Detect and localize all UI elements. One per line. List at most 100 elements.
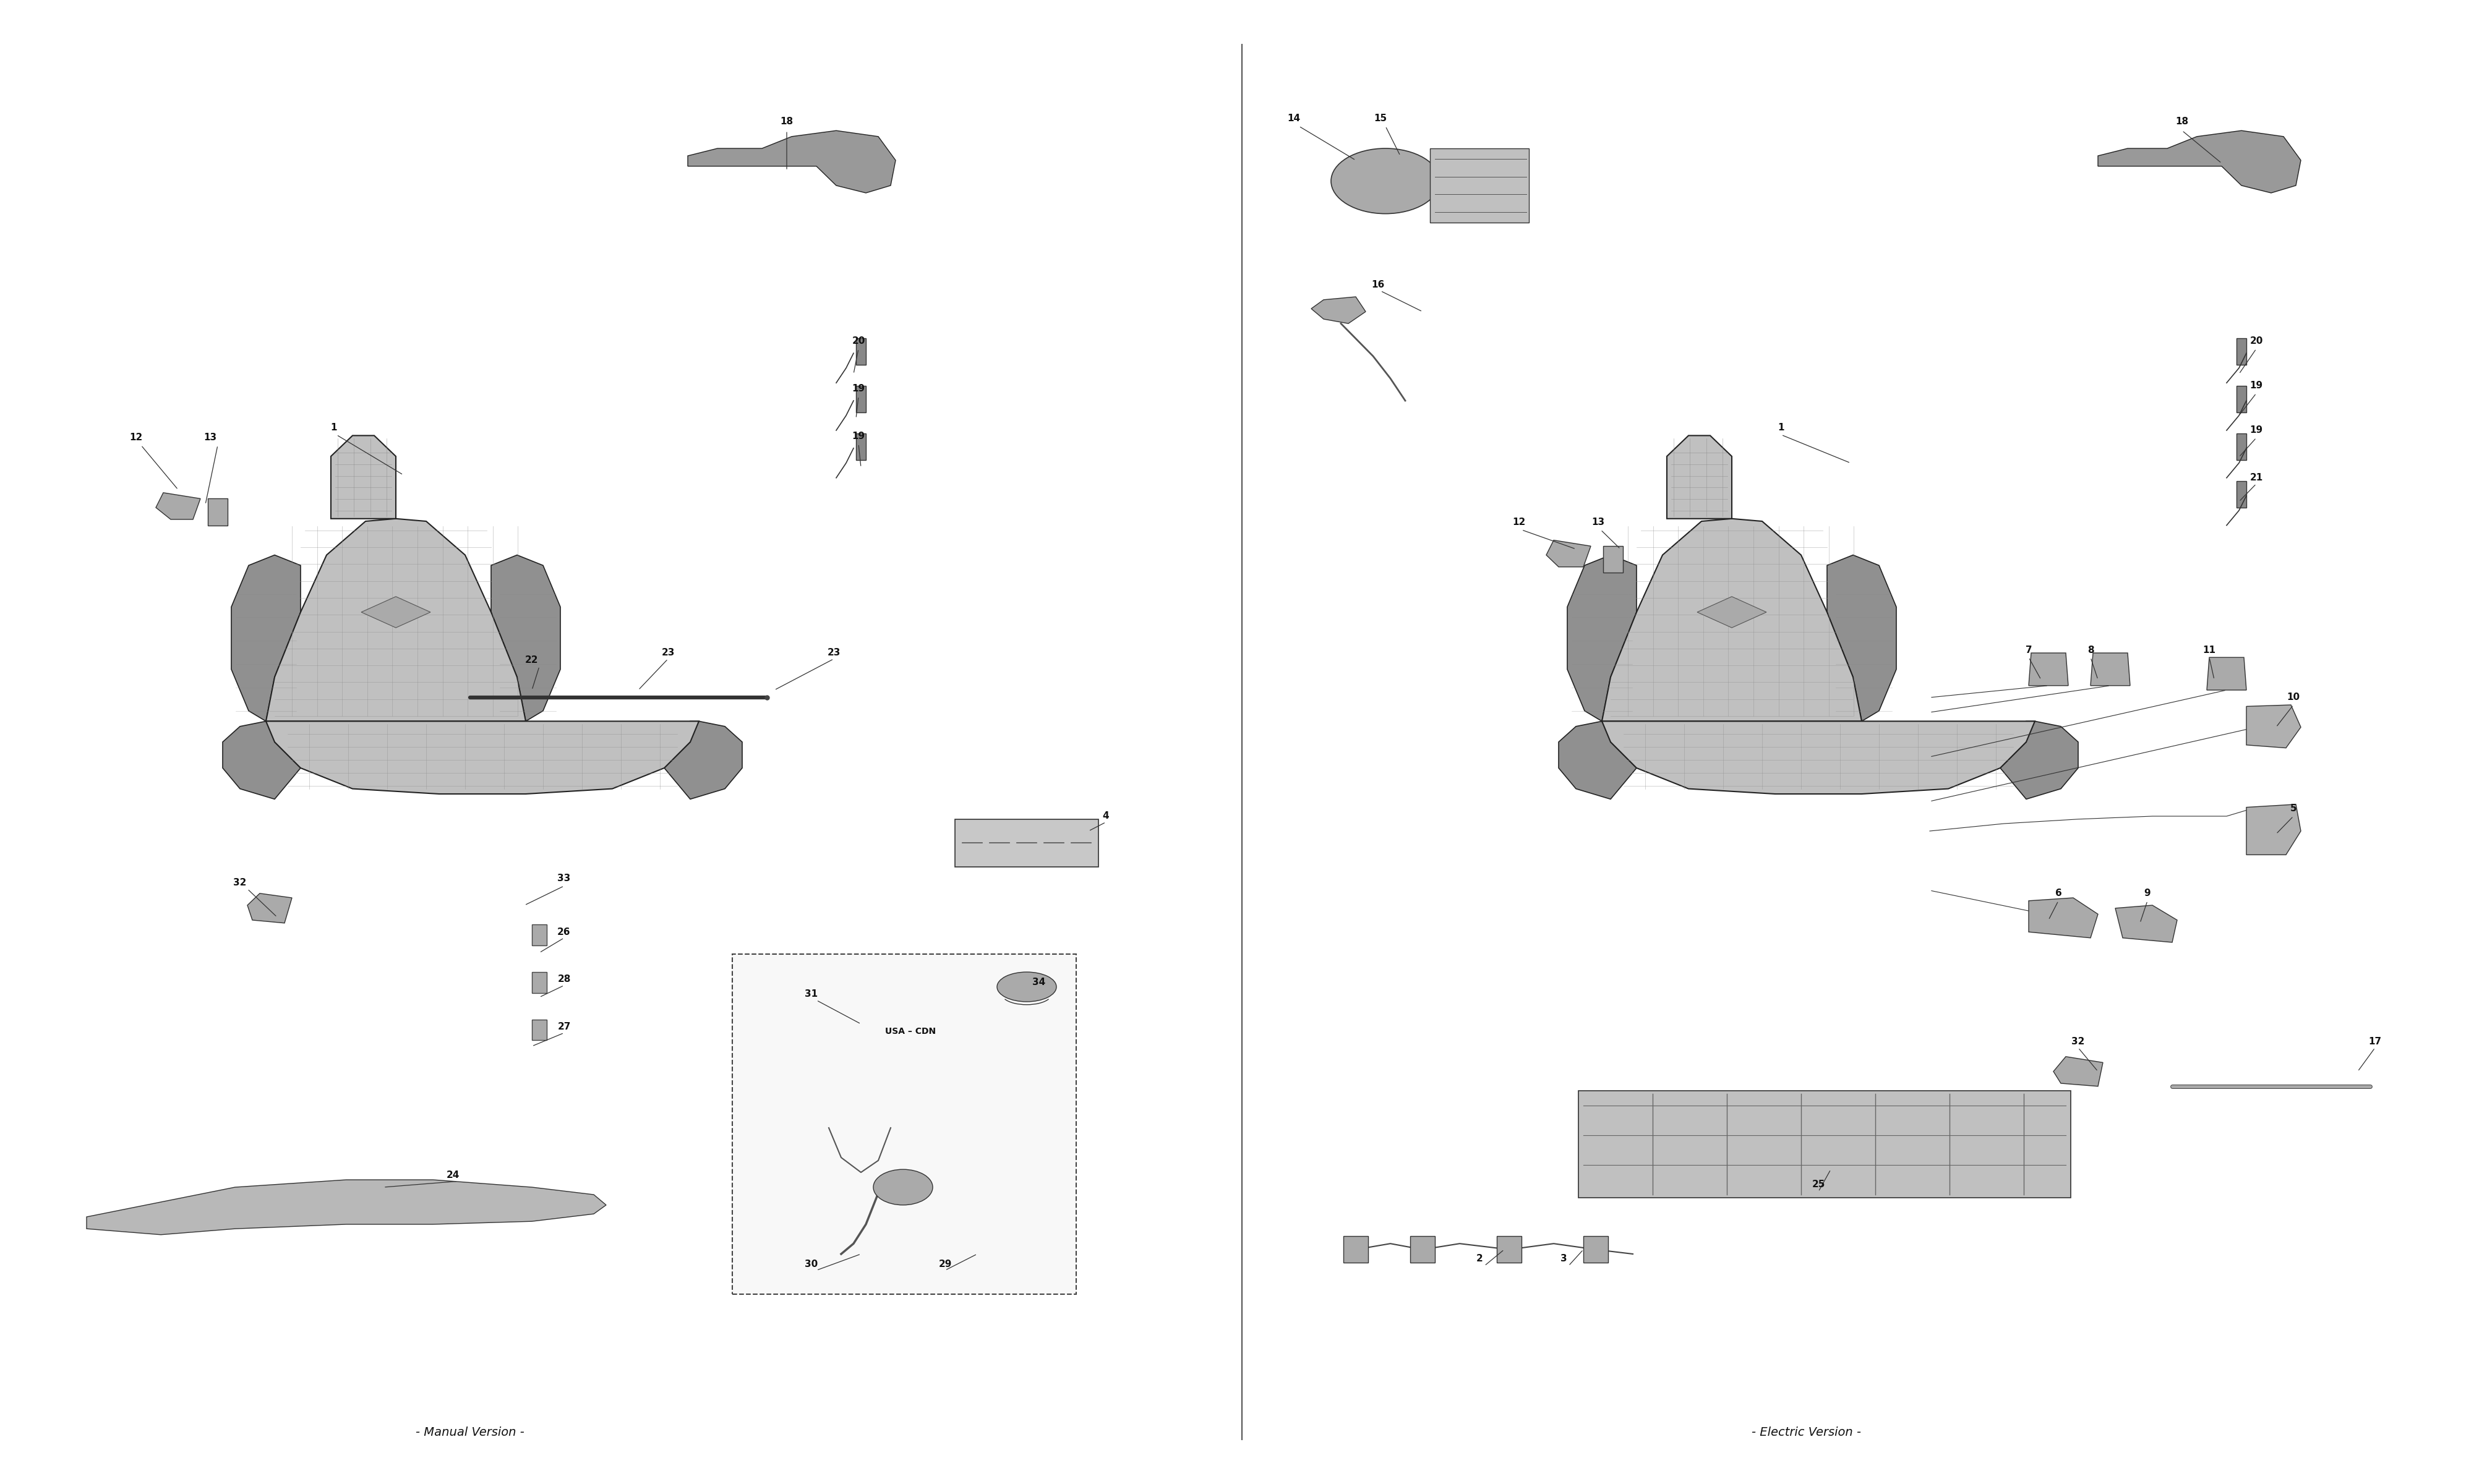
- Bar: [532, 1020, 547, 1040]
- Text: 2: 2: [1477, 1254, 1482, 1263]
- Bar: [955, 819, 1098, 867]
- Polygon shape: [1546, 540, 1591, 567]
- Polygon shape: [2098, 131, 2301, 193]
- Bar: [1410, 1236, 1435, 1263]
- Polygon shape: [2091, 653, 2130, 686]
- Polygon shape: [1603, 721, 2034, 794]
- Text: 4: 4: [1103, 812, 1108, 821]
- Text: 23: 23: [826, 649, 841, 657]
- Text: 19: 19: [2249, 426, 2264, 435]
- Ellipse shape: [997, 972, 1056, 1002]
- Text: 7: 7: [2026, 646, 2031, 654]
- Text: USA – CDN: USA – CDN: [886, 1027, 935, 1036]
- Text: 15: 15: [1373, 114, 1388, 123]
- Polygon shape: [2029, 898, 2098, 938]
- Text: 22: 22: [524, 656, 539, 665]
- Polygon shape: [2053, 1057, 2103, 1086]
- Text: 1: 1: [1779, 423, 1784, 432]
- Text: 27: 27: [557, 1022, 571, 1031]
- Polygon shape: [1826, 555, 1898, 721]
- Bar: [208, 499, 228, 525]
- Polygon shape: [2246, 804, 2301, 855]
- Text: 10: 10: [2286, 693, 2301, 702]
- Text: 13: 13: [1591, 518, 1606, 527]
- Text: 32: 32: [233, 879, 247, 887]
- Text: 24: 24: [445, 1171, 460, 1180]
- Text: 30: 30: [804, 1260, 819, 1269]
- Polygon shape: [490, 555, 559, 721]
- Text: - Electric Version -: - Electric Version -: [1752, 1426, 1860, 1438]
- Text: 8: 8: [2088, 646, 2093, 654]
- Polygon shape: [156, 493, 200, 519]
- Text: 6: 6: [2056, 889, 2061, 898]
- Text: 12: 12: [1512, 518, 1526, 527]
- Polygon shape: [1569, 555, 1638, 721]
- Polygon shape: [233, 555, 302, 721]
- Text: 18: 18: [2175, 117, 2189, 126]
- Text: 31: 31: [804, 990, 819, 999]
- Bar: [1603, 546, 1623, 573]
- Text: 13: 13: [203, 433, 218, 442]
- Text: 19: 19: [2249, 381, 2264, 390]
- Text: 20: 20: [2249, 337, 2264, 346]
- Text: 11: 11: [2202, 646, 2217, 654]
- Bar: [2236, 338, 2246, 365]
- Text: 20: 20: [851, 337, 866, 346]
- Bar: [2236, 386, 2246, 413]
- Text: 16: 16: [1371, 280, 1385, 289]
- Polygon shape: [2029, 653, 2068, 686]
- Bar: [1430, 148, 1529, 223]
- Text: 33: 33: [557, 874, 571, 883]
- Polygon shape: [688, 131, 896, 193]
- Polygon shape: [361, 597, 430, 628]
- Text: 21: 21: [2249, 473, 2264, 482]
- Polygon shape: [2115, 905, 2177, 942]
- Bar: [2236, 481, 2246, 508]
- Bar: [856, 338, 866, 365]
- Text: 32: 32: [2071, 1037, 2086, 1046]
- Text: 19: 19: [851, 384, 866, 393]
- Bar: [856, 433, 866, 460]
- Polygon shape: [1667, 435, 1732, 519]
- Text: 12: 12: [129, 433, 143, 442]
- Text: 3: 3: [1561, 1254, 1566, 1263]
- Text: 5: 5: [2291, 804, 2296, 813]
- Polygon shape: [2207, 657, 2246, 690]
- Polygon shape: [1311, 297, 1366, 324]
- Bar: [532, 925, 547, 945]
- Text: 9: 9: [2145, 889, 2150, 898]
- Text: 34: 34: [1032, 978, 1047, 987]
- Text: 28: 28: [557, 975, 571, 984]
- Text: 25: 25: [1811, 1180, 1826, 1189]
- Text: - Manual Version -: - Manual Version -: [416, 1426, 524, 1438]
- Polygon shape: [1559, 721, 1638, 798]
- Text: 14: 14: [1286, 114, 1301, 123]
- Circle shape: [873, 1169, 933, 1205]
- Circle shape: [1331, 148, 1440, 214]
- Text: 29: 29: [938, 1260, 952, 1269]
- Bar: [2236, 433, 2246, 460]
- Polygon shape: [2246, 705, 2301, 748]
- Polygon shape: [267, 519, 524, 721]
- Bar: [1583, 1236, 1608, 1263]
- Polygon shape: [87, 1180, 606, 1235]
- FancyBboxPatch shape: [732, 954, 1076, 1294]
- Text: 18: 18: [779, 117, 794, 126]
- Polygon shape: [223, 721, 302, 798]
- Text: 23: 23: [661, 649, 675, 657]
- Text: 26: 26: [557, 927, 571, 936]
- Text: 19: 19: [851, 432, 866, 441]
- Polygon shape: [1697, 597, 1766, 628]
- Polygon shape: [1603, 519, 1863, 721]
- Bar: [1343, 1236, 1368, 1263]
- Text: 17: 17: [2368, 1037, 2382, 1046]
- Polygon shape: [247, 893, 292, 923]
- Bar: [1497, 1236, 1522, 1263]
- Polygon shape: [1999, 721, 2078, 798]
- Text: 1: 1: [332, 423, 336, 432]
- Polygon shape: [332, 435, 396, 519]
- Bar: [856, 386, 866, 413]
- FancyBboxPatch shape: [1578, 1091, 2071, 1198]
- Polygon shape: [663, 721, 742, 798]
- Bar: [532, 972, 547, 993]
